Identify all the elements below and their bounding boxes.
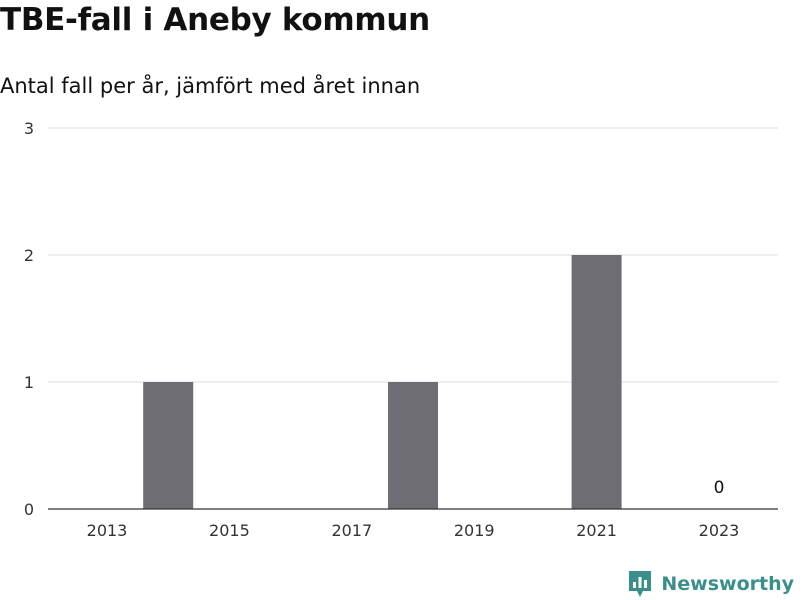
data-label-2023: 0 [714,478,725,498]
chart-title: TBE-fall i Aneby kommun [0,2,430,38]
newsworthy-logo-icon [629,571,652,597]
x-tick-label: 2017 [331,521,372,540]
chart-subtitle: Antal fall per år, jämfört med året inna… [0,74,421,98]
y-tick-label: 1 [24,373,34,392]
bar-2021 [571,255,622,509]
x-tick-label: 2013 [87,521,128,540]
x-tick-label: 2019 [454,521,495,540]
y-tick-label: 2 [24,246,34,265]
bar-2018 [388,382,438,509]
bar-2014 [143,382,194,509]
x-tick-label: 2023 [699,521,740,540]
x-tick-label: 2015 [209,521,250,540]
bar-chart: 0 1 2 3 2013 2015 2017 2019 2021 2023 0 [24,119,778,540]
brand-name: Newsworthy [661,573,794,595]
y-tick-label: 0 [24,500,34,519]
brand-logo: Newsworthy [627,569,794,599]
x-tick-label: 2021 [576,521,617,540]
y-tick-label: 3 [24,119,34,138]
